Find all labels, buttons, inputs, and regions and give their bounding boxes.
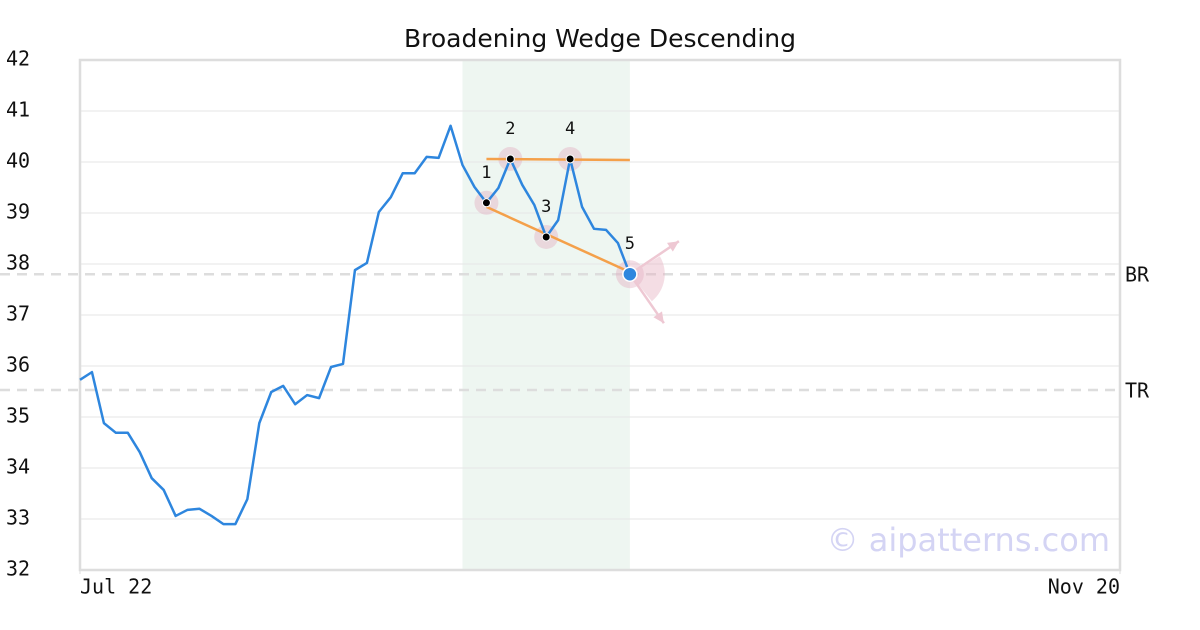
watermark: © aipatterns.com [827, 521, 1110, 559]
y-tick-label: 34 [6, 455, 30, 479]
pattern-point [505, 154, 515, 164]
pattern-label: 4 [565, 119, 575, 139]
pattern-point [622, 266, 638, 282]
level-label: BR [1125, 263, 1150, 287]
pattern-label: 3 [541, 197, 551, 217]
y-tick-label: 40 [6, 149, 30, 173]
y-tick-label: 32 [6, 557, 30, 581]
x-tick-label: Nov 20 [1048, 575, 1120, 599]
pattern-point [481, 198, 491, 208]
arrow-head [653, 311, 664, 324]
pattern-point [541, 232, 551, 242]
pattern-point [565, 154, 575, 164]
chart-title: Broadening Wedge Descending [404, 24, 796, 53]
y-tick-label: 35 [6, 404, 30, 428]
pattern-label: 2 [505, 119, 515, 139]
y-tick-label: 33 [6, 506, 30, 530]
y-tick-label: 36 [6, 353, 30, 377]
arrow-head [667, 241, 679, 252]
level-label: TR [1125, 378, 1150, 402]
y-tick-label: 39 [6, 200, 30, 224]
trend-line [485, 205, 631, 274]
y-tick-label: 41 [6, 98, 30, 122]
pattern-label: 5 [625, 234, 635, 254]
y-tick-label: 37 [6, 302, 30, 326]
y-tick-label: 38 [6, 251, 30, 275]
price-line [79, 124, 632, 526]
pattern-label: 1 [481, 163, 491, 183]
plot-frame [78, 58, 1122, 572]
y-tick-label: 42 [6, 47, 30, 71]
projection-wedge [629, 256, 665, 302]
x-tick-label: Jul 22 [80, 575, 152, 599]
